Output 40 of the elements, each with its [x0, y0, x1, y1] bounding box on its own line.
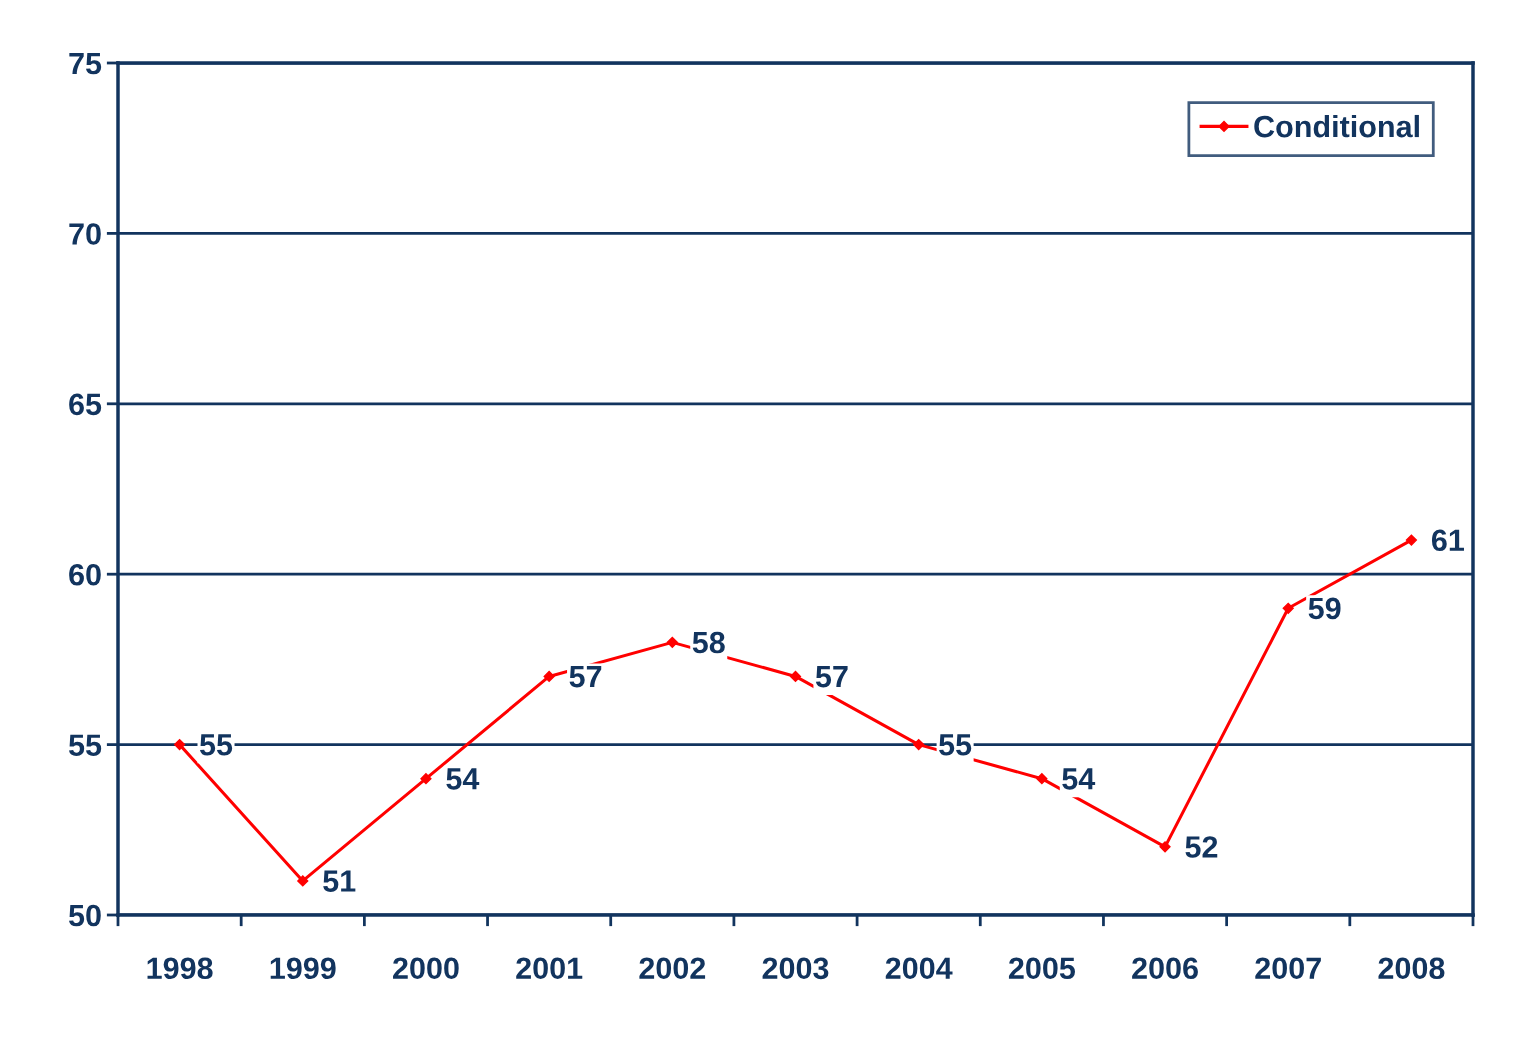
x-tick-label: 2005 — [1008, 957, 1075, 980]
data-label: 61 — [1431, 529, 1464, 552]
y-tick-label: 60 — [69, 563, 101, 586]
point — [297, 875, 309, 887]
x-tick-label: 2002 — [639, 957, 706, 980]
data-label: 57 — [815, 666, 848, 688]
y-tick-label: 65 — [69, 393, 102, 416]
data-label: 55 — [939, 734, 972, 756]
point — [1159, 841, 1171, 853]
x-tick-label: 2001 — [516, 957, 583, 980]
y-tick-label: 75 — [69, 53, 102, 75]
x-tick-label: 2006 — [1132, 957, 1198, 980]
point — [913, 738, 925, 751]
x-tick-label: 2007 — [1255, 957, 1321, 980]
data-label: 58 — [692, 631, 725, 654]
data-label: 55 — [199, 734, 233, 756]
data-label: 51 — [323, 870, 356, 892]
point — [420, 773, 432, 785]
legend-label: Conditional — [1254, 114, 1419, 138]
x-tick-label: 2000 — [393, 957, 459, 980]
x-tick-label: 1999 — [270, 957, 336, 980]
data-label: 57 — [569, 666, 602, 688]
data-label: 54 — [1062, 768, 1096, 790]
data-label: 59 — [1308, 597, 1341, 620]
data-label: 54 — [446, 768, 480, 790]
x-tick-label: 1998 — [147, 957, 213, 980]
x-tick-label: 2004 — [885, 957, 953, 980]
x-tick-label: 2008 — [1378, 957, 1445, 980]
point — [1405, 534, 1418, 546]
x-tick-label: 2003 — [762, 957, 829, 980]
data-label: 52 — [1185, 836, 1218, 858]
point — [666, 636, 678, 648]
point — [543, 670, 555, 683]
point — [789, 670, 802, 683]
point — [1282, 602, 1294, 614]
y-tick-label: 70 — [69, 223, 101, 245]
point — [1036, 773, 1048, 785]
point — [173, 738, 186, 751]
y-tick-label: 55 — [68, 734, 102, 756]
y-tick-label: 50 — [68, 904, 101, 927]
